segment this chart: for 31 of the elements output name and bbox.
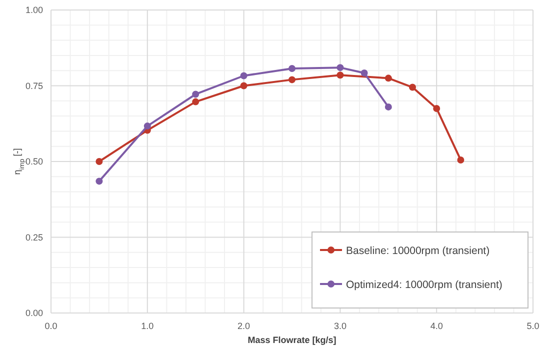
point bbox=[457, 156, 464, 164]
x-tick-label: 3.0 bbox=[334, 321, 346, 331]
x-tick-label: 1.0 bbox=[141, 321, 154, 331]
legend-label: Baseline: 10000rpm (transient) bbox=[346, 245, 490, 257]
y-tick-label: 0.75 bbox=[25, 80, 43, 91]
point bbox=[336, 72, 344, 79]
x-tick-label: 5.0 bbox=[526, 321, 540, 331]
point bbox=[433, 104, 440, 112]
point bbox=[360, 70, 368, 77]
y-tick-label: 0.00 bbox=[25, 308, 43, 318]
point bbox=[240, 72, 248, 80]
x-tick-label: 4.0 bbox=[430, 321, 443, 331]
x-tick-label: 2.0 bbox=[238, 321, 250, 331]
y-tick-label: 1.00 bbox=[25, 5, 43, 15]
point bbox=[192, 90, 200, 98]
point bbox=[336, 64, 344, 72]
legend-label: Optimized4: 10000rpm (transient) bbox=[346, 279, 502, 291]
point bbox=[409, 84, 416, 91]
x-tick-label: 0.0 bbox=[44, 321, 58, 331]
x-axis-title: Mass Flowrate [kg/s] bbox=[248, 335, 336, 345]
point bbox=[144, 122, 151, 130]
point bbox=[384, 103, 392, 110]
point bbox=[240, 82, 248, 90]
point bbox=[96, 178, 103, 185]
point bbox=[96, 158, 103, 165]
point bbox=[288, 64, 296, 72]
y-tick-label: 0.50 bbox=[25, 156, 43, 166]
point bbox=[288, 76, 296, 84]
point bbox=[384, 74, 392, 82]
y-tick-label: 0.25 bbox=[25, 232, 43, 242]
point bbox=[192, 98, 200, 106]
